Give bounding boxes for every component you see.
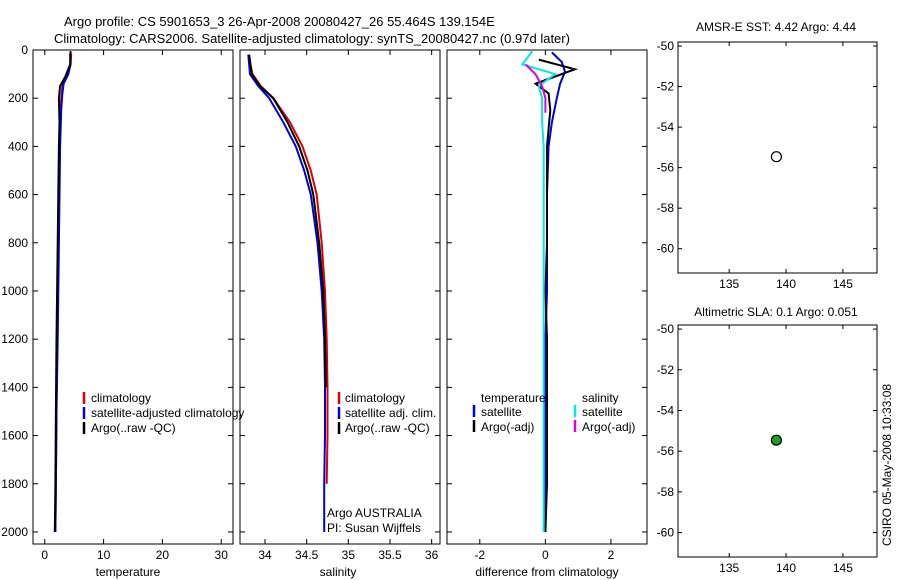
x-tick-label: 0 [542, 548, 549, 562]
legend-label-argo: Argo(..raw -QC) [91, 421, 176, 435]
depth-tick-label: 1000 [1, 284, 28, 298]
legend-label-argo: Argo(..raw -QC) [345, 421, 430, 435]
series-line-salinity-satellite [520, 50, 558, 532]
x-tick-label: 35.5 [378, 548, 402, 562]
legend-label-sal-satellite: satellite [582, 405, 623, 419]
x-tick-label: 10 [97, 548, 111, 562]
map-lon-label: 140 [776, 561, 796, 575]
map-lat-label: -54 [657, 403, 675, 417]
figure-title-line1: Argo profile: CS 5901653_3 26-Apr-2008 2… [64, 14, 495, 29]
map-lon-label: 145 [833, 561, 853, 575]
legend-label-satellite: satellite-adjusted climatology [91, 406, 244, 420]
difference-series [520, 50, 579, 533]
map-lat-label: -58 [657, 485, 675, 499]
depth-tick-label: 2000 [1, 525, 28, 539]
float-owner-label: Argo AUSTRALIA [327, 506, 422, 520]
difference-axis-label: difference from climatology [475, 565, 618, 579]
x-tick-label: 20 [156, 548, 170, 562]
depth-tick-label: 1400 [1, 380, 28, 394]
temperature-tick-labels: 0 10 20 30 [41, 548, 228, 562]
depth-tick-label: 0 [21, 43, 28, 57]
legend-label-sal-argo: Argo(-adj) [582, 420, 635, 434]
difference-legend: temperature satellite Argo(-adj) salinit… [472, 391, 635, 434]
legend-label-temp-argo: Argo(-adj) [481, 420, 534, 434]
map-lon-label: 135 [719, 561, 739, 575]
x-tick-label: 35 [342, 548, 356, 562]
salinity-tick-labels: 34 34.5 35 35.5 36 [258, 548, 438, 562]
map-lat-label: -50 [657, 322, 675, 336]
map-lat-label: -52 [657, 80, 675, 94]
legend-heading-temperature: temperature [481, 391, 546, 405]
sla-map [677, 324, 878, 558]
depth-tick-label: 400 [8, 139, 28, 153]
map-lat-label: -56 [657, 161, 675, 175]
x-tick-label: 34 [258, 548, 272, 562]
series-line-salinity-argo [525, 63, 547, 113]
sst-map-frame [677, 41, 878, 274]
legend-label-climatology: climatology [91, 391, 151, 405]
timestamp: CSIRO 05-May-2008 10:33:08 [880, 384, 894, 546]
depth-tick-labels: 0 200 400 600 800 1000 1200 1400 1600 1800 2000 [1, 43, 28, 539]
map-lat-label: -58 [657, 201, 675, 215]
map-lat-label: -60 [657, 526, 675, 540]
principal-investigator-label: PI: Susan Wijffels [327, 521, 421, 535]
sst-map-lat-labels: -50 -52 -54 -56 -58 -60 [657, 39, 675, 256]
sla-map-lat-labels: -50 -52 -54 -56 -58 -60 [657, 322, 675, 540]
difference-tick-labels: -2 0 2 [474, 548, 614, 562]
sst-float-position-marker [770, 151, 783, 163]
x-tick-label: 34.5 [295, 548, 319, 562]
x-tick-label: -2 [474, 548, 485, 562]
temperature-axes [32, 49, 234, 545]
map-lon-label: 135 [719, 277, 739, 291]
x-tick-label: 2 [608, 548, 615, 562]
depth-tick-label: 800 [8, 236, 28, 250]
temperature-axis-label: temperature [96, 565, 161, 579]
depth-tick-label: 1200 [1, 332, 28, 346]
legend-heading-salinity: salinity [582, 391, 619, 405]
x-tick-label: 30 [215, 548, 229, 562]
temperature-legend: climatology satellite-adjusted climatolo… [82, 391, 244, 435]
salinity-axis-label: salinity [320, 565, 357, 579]
map-lat-label: -52 [657, 363, 675, 377]
series-line-argo [53, 51, 72, 533]
sst-map [677, 41, 878, 274]
temperature-series [53, 51, 73, 533]
map-lon-label: 145 [833, 277, 853, 291]
depth-tick-label: 600 [8, 188, 28, 202]
depth-tick-label: 1600 [1, 429, 28, 443]
figure-title-line2: Climatology: CARS2006. Satellite-adjuste… [54, 31, 570, 46]
legend-label-temp-satellite: satellite [481, 405, 522, 419]
sla-float-position-marker [770, 434, 783, 446]
salinity-legend: climatology satellite adj. clim. Argo(..… [337, 391, 436, 435]
depth-tick-label: 1800 [1, 477, 28, 491]
x-tick-label: 0 [41, 548, 48, 562]
map-lat-label: -54 [657, 120, 675, 134]
series-line-argo [248, 54, 327, 388]
map-lat-label: -56 [657, 444, 675, 458]
map-lon-label: 140 [776, 277, 796, 291]
salinity-axes [239, 49, 441, 545]
x-tick-label: 36 [425, 548, 439, 562]
map-lat-label: -50 [657, 39, 675, 53]
depth-tick-label: 200 [8, 91, 28, 105]
sla-map-lon-labels: 135 140 145 [719, 561, 853, 575]
sst-map-title: AMSR-E SST: 4.42 Argo: 4.44 [696, 20, 856, 34]
sst-map-lon-labels: 135 140 145 [719, 277, 853, 291]
legend-label-climatology: climatology [345, 391, 405, 405]
legend-label-satellite: satellite adj. clim. [345, 406, 436, 420]
map-lat-label: -60 [657, 242, 675, 256]
sla-map-title: Altimetric SLA: 0.1 Argo: 0.051 [694, 305, 858, 319]
series-line-satellite [247, 54, 326, 532]
salinity-series [247, 54, 329, 532]
